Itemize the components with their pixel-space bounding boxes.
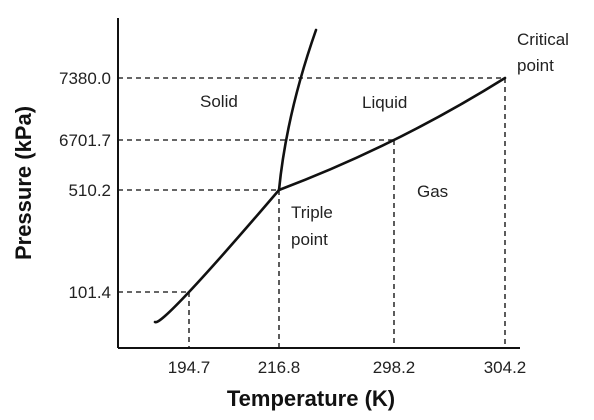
curve-solid-liquid-boundary <box>277 28 318 192</box>
label-liquid: Liquid <box>362 93 407 112</box>
label-triple-point-line-2: point <box>291 230 328 249</box>
y-tick-label-7380: 7380.0 <box>59 69 111 88</box>
phase-boundaries <box>153 28 507 324</box>
label-gas: Gas <box>417 182 448 201</box>
x-tick-label-298: 298.2 <box>373 358 416 377</box>
reference-lines <box>118 77 506 348</box>
label-triple-point-line-1: Triple <box>291 203 333 222</box>
x-tick-label-304: 304.2 <box>484 358 527 377</box>
y-tick-label-101: 101.4 <box>68 283 111 302</box>
curve-liquid-gas-boundary <box>277 76 507 192</box>
x-tick-label-216: 216.8 <box>258 358 301 377</box>
label-solid: Solid <box>200 92 238 111</box>
label-critical-point-line-1: Critical <box>517 30 569 49</box>
label-critical-point-line-2: point <box>517 56 554 75</box>
y-tick-label-6701: 6701.7 <box>59 131 111 150</box>
y-axis-title: Pressure (kPa) <box>11 106 36 260</box>
y-tick-label-510: 510.2 <box>68 181 111 200</box>
x-axis-title: Temperature (K) <box>227 386 395 411</box>
curve-solid-gas-boundary <box>153 188 281 324</box>
x-tick-label-194: 194.7 <box>168 358 211 377</box>
